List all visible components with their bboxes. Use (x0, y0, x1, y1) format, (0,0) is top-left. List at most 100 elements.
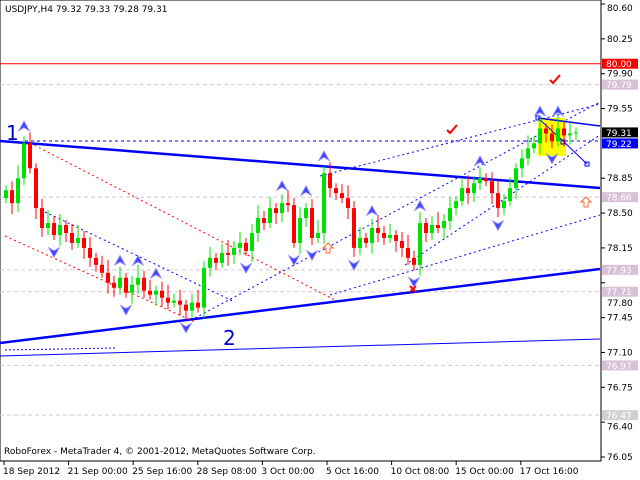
fractal-up-icon (533, 105, 547, 117)
candle-body (118, 277, 122, 288)
candle-body (448, 208, 452, 222)
fractal-up-icon (317, 150, 331, 162)
price-tag (602, 138, 638, 149)
candle (124, 272, 128, 298)
candle-body (52, 223, 56, 235)
fractal-up-icon (473, 155, 487, 167)
x-tick-label: 15 Oct 00:00 (455, 467, 514, 477)
fractal-up-icon (275, 180, 289, 192)
candle (94, 252, 98, 272)
blue-channel-up-4 (319, 103, 601, 177)
candle-body (226, 252, 230, 255)
x-tick-label: 5 Oct 16:00 (326, 467, 379, 477)
candle (484, 173, 488, 187)
candle-body (340, 193, 344, 199)
candle-body (358, 237, 362, 248)
candle-body (538, 128, 542, 144)
fractal-down-icon (179, 322, 193, 334)
candle (466, 175, 470, 205)
candle-body (40, 208, 44, 229)
time-axis[interactable]: 18 Sep 2012 21 Sep 00:00 25 Sep 16:00 28 Se… (3, 461, 579, 477)
candle-body (346, 198, 350, 209)
fractal-up-icon (551, 105, 565, 117)
candle-body (268, 208, 272, 224)
fractal-up-icon (113, 254, 127, 267)
candle (82, 230, 86, 259)
blue-channel-up-1 (194, 101, 601, 319)
wave-label-1: 1 (6, 121, 19, 145)
candle (142, 270, 146, 298)
candle (70, 224, 74, 250)
y-tick-label: 76.75 (607, 383, 633, 393)
candle-body (526, 148, 530, 159)
candle (238, 231, 242, 255)
up-arrow-icon (579, 196, 593, 208)
x-tick-label: 3 Oct 00:00 (261, 467, 314, 477)
x-tick-label: 17 Oct 16:00 (520, 467, 579, 477)
candle (442, 214, 446, 239)
candle (424, 218, 428, 242)
candle (532, 136, 536, 154)
candles (4, 115, 578, 320)
x-tick-label: 18 Sep 2012 (3, 467, 60, 477)
candle (346, 185, 350, 220)
candle (448, 197, 452, 231)
candle (130, 275, 134, 304)
candle-body (286, 203, 290, 206)
candle (64, 220, 68, 242)
candle (370, 219, 374, 254)
candle-body (574, 132, 578, 134)
candle (166, 284, 170, 310)
candle-body (454, 201, 458, 209)
thin-trendline (0, 338, 601, 357)
candle-body (322, 173, 326, 233)
candle-body (496, 193, 500, 209)
candle (358, 227, 362, 255)
candle (22, 136, 26, 186)
candle (352, 201, 356, 257)
candle (526, 135, 530, 166)
candle (400, 231, 404, 257)
candle (244, 237, 248, 256)
y-tick-label: 76.40 (607, 423, 633, 433)
candle (562, 121, 566, 147)
candle-body (154, 290, 158, 295)
candle-body (370, 228, 374, 243)
candle (334, 183, 338, 201)
copyright-text: RoboForex - MetaTrader 4, © 2001-2012, M… (4, 447, 316, 457)
candle-body (244, 242, 248, 251)
candle-body (100, 264, 104, 273)
candle-body (10, 190, 14, 204)
candle (268, 197, 272, 229)
candle (388, 224, 392, 243)
candle (196, 289, 200, 313)
candle (10, 181, 14, 215)
y-tick-label: 80.25 (607, 35, 633, 45)
price-tag (602, 192, 638, 203)
candle (106, 259, 110, 294)
candle (220, 243, 224, 268)
candle-body (280, 203, 284, 214)
candle-body (532, 143, 536, 149)
candle-body (292, 205, 296, 243)
fractal-down-icon (407, 276, 421, 288)
candle (172, 293, 176, 308)
candle-body (172, 300, 176, 303)
candle (112, 275, 116, 297)
price-axis[interactable]: 80.60 80.25 79.90 79.55 78.85 78.50 78.15 77.80… (601, 3, 638, 463)
candle (250, 224, 254, 262)
candle-body (130, 284, 134, 293)
y-tick-label: 80.60 (607, 4, 633, 14)
price-tag-label: 78.66 (606, 194, 632, 204)
candle (34, 163, 38, 220)
candle (364, 232, 368, 248)
candle-body (382, 232, 386, 238)
candle-body (262, 218, 266, 224)
up-arrow-icon (321, 242, 335, 254)
candle-body (502, 201, 506, 209)
price-tag (602, 410, 638, 421)
candle (574, 127, 578, 141)
candle-body (562, 128, 566, 136)
cross-icon (409, 285, 417, 293)
